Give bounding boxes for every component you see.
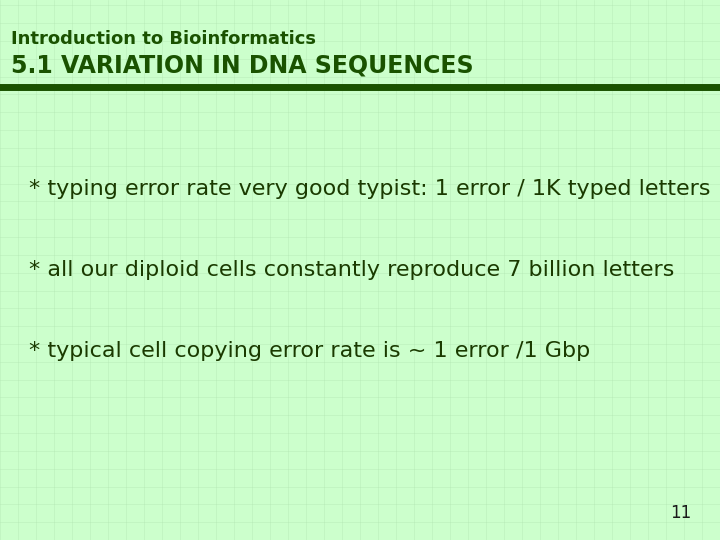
Text: 5.1 VARIATION IN DNA SEQUENCES: 5.1 VARIATION IN DNA SEQUENCES bbox=[11, 54, 474, 78]
Text: * typing error rate very good typist: 1 error / 1K typed letters: * typing error rate very good typist: 1 … bbox=[29, 179, 711, 199]
Text: 11: 11 bbox=[670, 504, 691, 522]
Text: Introduction to Bioinformatics: Introduction to Bioinformatics bbox=[11, 30, 316, 48]
Text: * all our diploid cells constantly reproduce 7 billion letters: * all our diploid cells constantly repro… bbox=[29, 260, 674, 280]
Text: * typical cell copying error rate is ~ 1 error /1 Gbp: * typical cell copying error rate is ~ 1… bbox=[29, 341, 590, 361]
